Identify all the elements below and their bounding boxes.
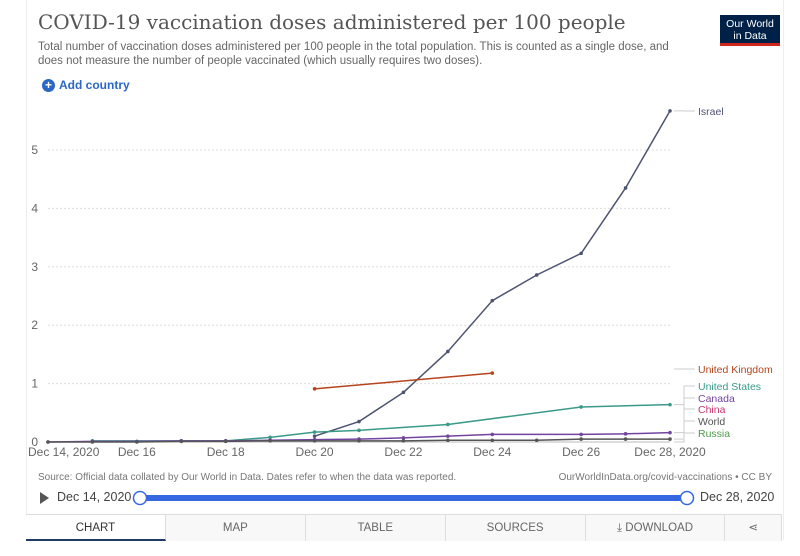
- owid-logo[interactable]: Our World in Data: [720, 15, 780, 46]
- x-tick-label: Dec 28, 2020: [634, 445, 706, 459]
- data-point: [668, 402, 672, 407]
- legend-label-israel: Israel: [698, 106, 724, 118]
- y-tick-label: 0: [31, 435, 38, 449]
- data-point: [401, 436, 406, 440]
- y-tick-label: 2: [31, 318, 38, 332]
- add-country-button[interactable]: + Add country: [42, 78, 130, 92]
- data-point: [668, 109, 672, 113]
- chart-subtitle: Total number of vaccination doses admini…: [38, 41, 669, 67]
- data-point: [668, 437, 672, 441]
- x-tick-label: Dec 16: [118, 445, 156, 459]
- share-button[interactable]: ⋖: [725, 515, 783, 541]
- data-point: [312, 439, 317, 443]
- tab-map[interactable]: MAP: [165, 515, 306, 541]
- data-point: [534, 438, 539, 443]
- legend-label-united-kingdom: United Kingdom: [698, 364, 773, 376]
- y-tick-label: 5: [31, 143, 38, 157]
- legend-label-united-states: United States: [698, 381, 761, 393]
- tab-sources[interactable]: SOURCES: [445, 515, 586, 541]
- data-point: [90, 440, 95, 444]
- data-point: [579, 437, 583, 441]
- data-point: [401, 390, 406, 395]
- data-point: [179, 439, 184, 444]
- add-country-label: Add country: [59, 78, 130, 92]
- data-point: [446, 438, 450, 443]
- data-point: [623, 437, 628, 441]
- timeline-end-label: Dec 28, 2020: [700, 490, 775, 504]
- y-tick-label: 4: [31, 201, 38, 215]
- data-point: [490, 432, 495, 437]
- data-point: [446, 349, 450, 354]
- plus-icon: +: [42, 78, 55, 92]
- x-tick-label: Dec 22: [384, 445, 422, 459]
- tab-bar: CHART MAP TABLE SOURCES ⤓ DOWNLOAD ⋖: [26, 514, 783, 541]
- tab-table[interactable]: TABLE: [305, 515, 446, 541]
- legend-label-russia: Russia: [698, 428, 730, 440]
- data-point: [579, 405, 583, 409]
- data-point: [312, 387, 317, 391]
- data-point: [357, 419, 361, 424]
- chart-title: COVID-19 vaccination doses administered …: [38, 10, 626, 34]
- data-point: [268, 439, 272, 443]
- x-tick-label: Dec 24: [473, 445, 511, 459]
- tab-chart[interactable]: CHART: [26, 515, 166, 541]
- legend-label-canada: Canada: [698, 393, 735, 405]
- data-point: [668, 430, 672, 435]
- data-point: [623, 186, 628, 190]
- data-point: [357, 428, 361, 433]
- legend-label-world: World: [698, 416, 725, 428]
- data-point: [579, 432, 583, 437]
- x-tick-label: Dec 18: [207, 445, 245, 459]
- data-point: [223, 439, 228, 444]
- legend-label-china: China: [698, 404, 726, 416]
- data-point: [268, 435, 272, 440]
- x-tick-label: Dec 26: [562, 445, 600, 459]
- data-point: [490, 438, 495, 443]
- data-point: [490, 298, 495, 303]
- data-point: [579, 251, 583, 256]
- license-link[interactable]: OurWorldInData.org/covid-vaccinations • …: [558, 472, 772, 483]
- data-point: [490, 371, 495, 375]
- timeline-start-label: Dec 14, 2020: [57, 490, 132, 504]
- x-tick-label: Dec 20: [296, 445, 334, 459]
- data-point: [357, 439, 361, 443]
- legend-connector: [674, 432, 695, 443]
- chart-card: [26, 0, 784, 540]
- legend-connector: [674, 385, 695, 406]
- data-point: [446, 434, 450, 438]
- data-point: [446, 422, 450, 427]
- data-point: [46, 440, 50, 444]
- source-note: Source: Official data collated by Our Wo…: [38, 472, 457, 483]
- data-point: [312, 434, 317, 438]
- legend-connector: [674, 420, 695, 440]
- series-line-israel: [314, 110, 671, 437]
- tab-download[interactable]: ⤓ DOWNLOAD: [585, 515, 726, 541]
- y-tick-label: 1: [31, 377, 38, 391]
- data-point: [534, 273, 539, 277]
- data-point: [401, 439, 406, 443]
- series-line-united-states: [92, 403, 671, 442]
- data-point: [312, 430, 317, 434]
- data-point: [135, 440, 139, 444]
- data-point: [623, 432, 628, 436]
- series-line-united-kingdom: [314, 372, 493, 390]
- y-tick-label: 3: [31, 260, 38, 274]
- x-tick-label: Dec 14, 2020: [28, 445, 100, 459]
